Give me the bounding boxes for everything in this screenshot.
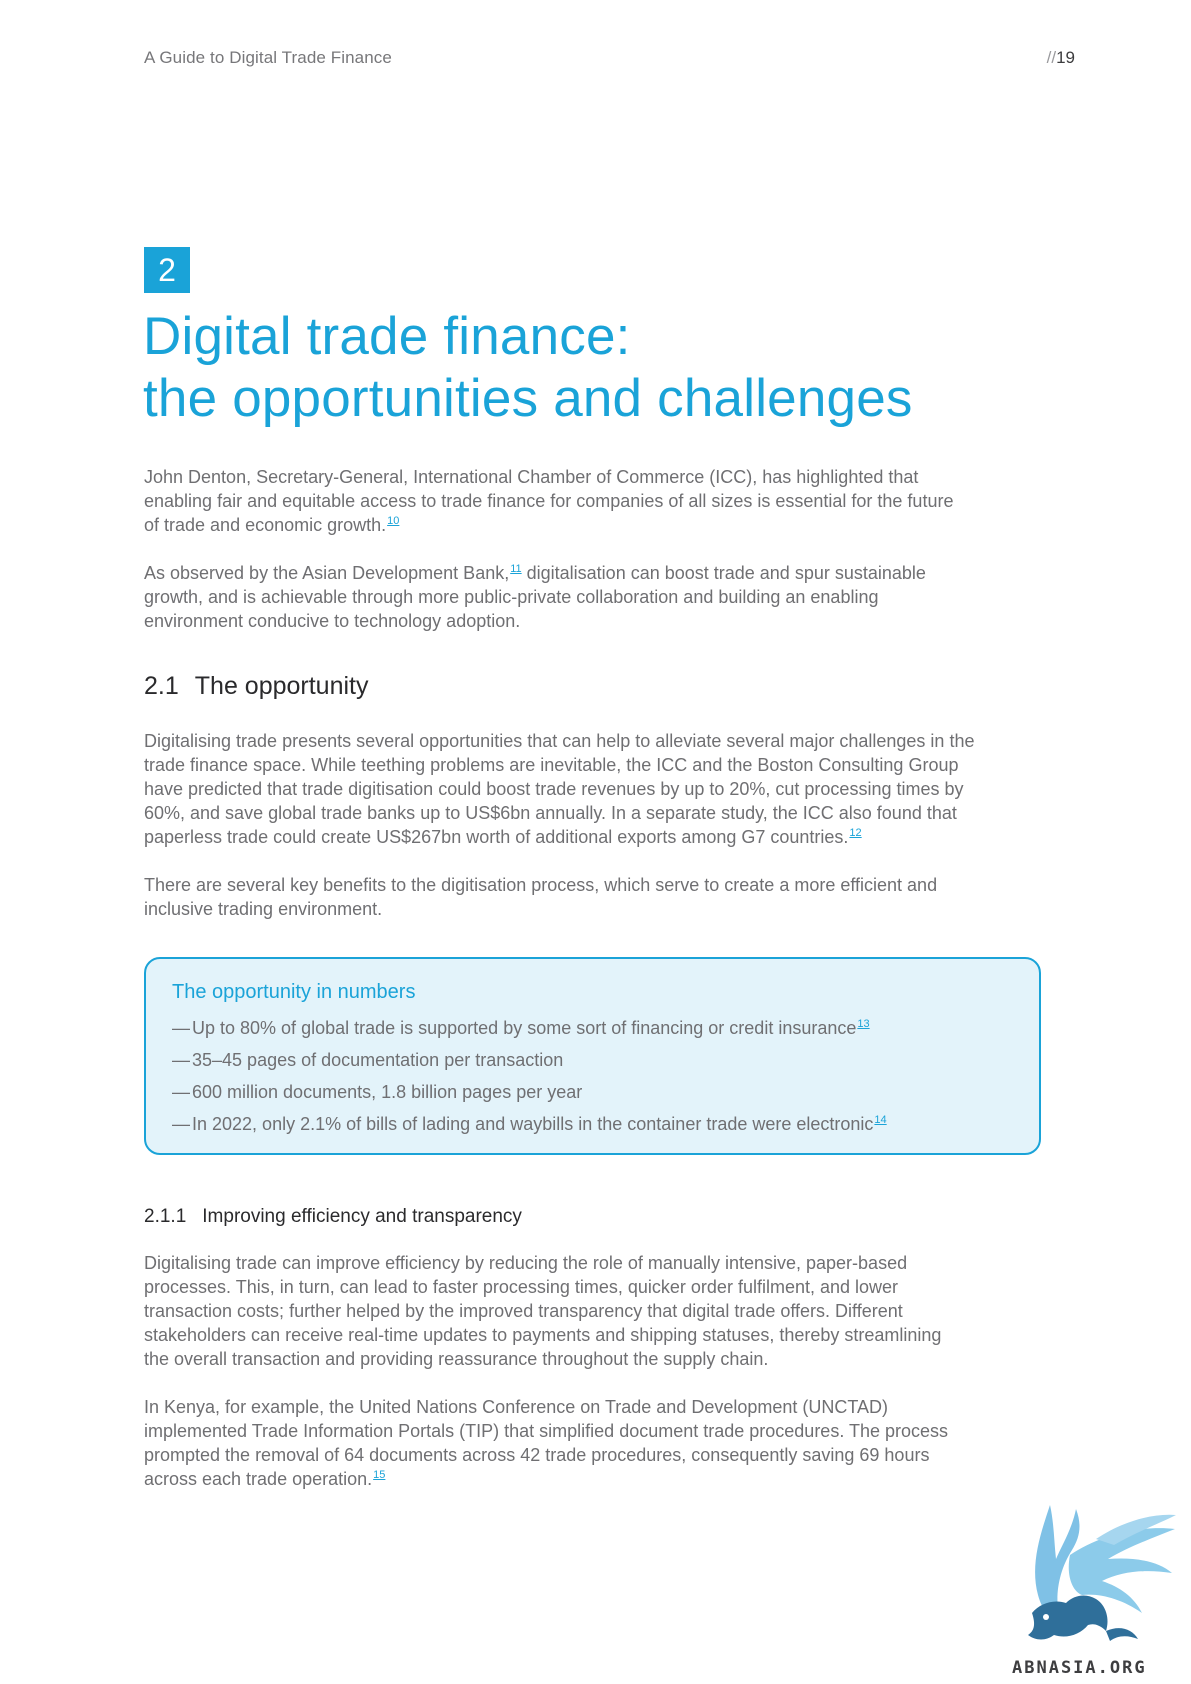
callout-list: — Up to 80% of global trade is supported …: [172, 1012, 1013, 1140]
chapter-title: Digital trade finance: the opportunities…: [143, 306, 913, 430]
footnote-link-12[interactable]: 12: [849, 827, 862, 839]
callout-list-item: — Up to 80% of global trade is supported …: [172, 1018, 870, 1038]
footnote-link-14[interactable]: 14: [874, 1114, 887, 1126]
footnote-link-13[interactable]: 13: [857, 1018, 870, 1030]
section-title: The opportunity: [194, 672, 369, 700]
running-title: A Guide to Digital Trade Finance: [144, 48, 392, 67]
section-2-1-1-paragraph-2: In Kenya, for example, the United Nation…: [144, 1397, 949, 1489]
section-2-1-paragraph-2: There are several key benefits to the di…: [144, 875, 938, 919]
footnote-link-15[interactable]: 15: [373, 1469, 386, 1481]
intro-paragraph-2: As observed by the Asian Development Ban…: [144, 563, 926, 631]
dash-bullet-icon: —: [172, 1050, 190, 1070]
page-number-value: 19: [1056, 48, 1075, 67]
dash-bullet-icon: —: [172, 1018, 190, 1038]
chapter-title-line-2: the opportunities and challenges: [143, 369, 913, 428]
section-heading-2-1: 2.1 The opportunity: [144, 672, 368, 701]
callout-list-item: —600 million documents, 1.8 billion page…: [172, 1082, 583, 1102]
callout-list-item: —35–45 pages of documentation per transa…: [172, 1050, 564, 1070]
griffin-logo-icon: [1028, 1505, 1176, 1641]
watermark-text: ABNASIA.ORG: [1012, 1658, 1147, 1678]
chapter-number-badge: 2: [144, 247, 190, 293]
section-2-1-1-paragraph-1: Digitalising trade can improve efficienc…: [144, 1253, 942, 1369]
subsection-number: 2.1.1: [144, 1206, 187, 1227]
intro-paragraph-1: John Denton, Secretary-General, Internat…: [144, 467, 954, 535]
section-number: 2.1: [144, 672, 179, 700]
section-2-1-paragraph-1: Digitalising trade presents several oppo…: [144, 731, 975, 847]
page-number: //19: [1047, 48, 1075, 68]
callout-list-item: — In 2022, only 2.1% of bills of lading a…: [172, 1114, 887, 1134]
footnote-link-10[interactable]: 10: [387, 515, 400, 527]
footnote-link-11[interactable]: 11: [510, 563, 522, 575]
dash-bullet-icon: —: [172, 1082, 190, 1102]
chapter-title-line-1: Digital trade finance:: [143, 307, 631, 366]
subsection-title: Improving efficiency and transparency: [202, 1206, 522, 1227]
page-number-prefix: //: [1046, 48, 1057, 67]
dash-bullet-icon: —: [172, 1114, 190, 1134]
callout-title: The opportunity in numbers: [172, 981, 416, 1003]
section-heading-2-1-1: 2.1.1 Improving efficiency and transparen…: [144, 1206, 522, 1228]
opportunity-numbers-callout: The opportunity in numbers — Up to 80% of…: [144, 957, 1041, 1155]
